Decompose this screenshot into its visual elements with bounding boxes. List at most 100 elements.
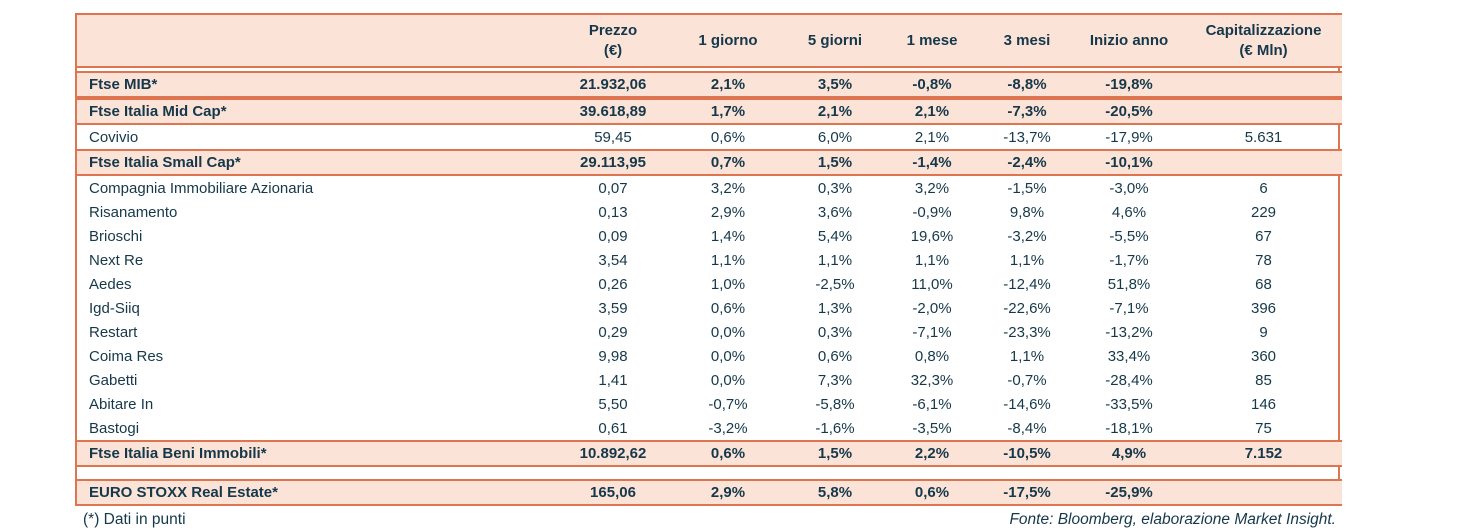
cell-capitalizzazione: 9: [1259, 323, 1268, 341]
cell-inizio-anno: -18,1%: [1105, 419, 1153, 437]
cell-1-giorno: -0,7%: [708, 395, 748, 413]
cell-3-mesi: 1,1%: [1009, 251, 1045, 269]
column-header-prezzo: Prezzo (€): [557, 13, 669, 68]
cell-5-giorni: 2,1%: [787, 98, 883, 125]
cell-inizio-anno: -10,1%: [1073, 149, 1185, 176]
cell-capitalizzazione: 229: [1250, 203, 1277, 221]
cell-capitalizzazione: 6: [1259, 179, 1268, 197]
row-label: Brioschi: [89, 227, 143, 245]
cell-capitalizzazione: 146: [1250, 395, 1277, 413]
cell-capitalizzazione: 75: [1255, 419, 1272, 437]
cell-1-mese: -0,9%: [912, 203, 952, 221]
cell-capitalizzazione: 78: [1255, 251, 1272, 269]
cell-5-giorni: 0,6%: [817, 347, 853, 365]
cell-capitalizzazione: 68: [1255, 275, 1272, 293]
cell-prezzo: 0,09: [598, 227, 628, 245]
cell-3-mesi: 1,1%: [1009, 347, 1045, 365]
cell-1-mese: 32,3%: [910, 371, 954, 389]
cell-capitalizzazione: 360: [1250, 347, 1277, 365]
cell-3-mesi: -17,5%: [981, 479, 1073, 506]
cell-5-giorni: 1,3%: [817, 299, 853, 317]
cell-inizio-anno: -20,5%: [1073, 98, 1185, 125]
table-row: Gabetti 1,41 0,0% 7,3% 32,3% -0,7% -28,4…: [77, 368, 1342, 392]
cell-1-mese: -6,1%: [912, 395, 952, 413]
cell-prezzo: 59,45: [594, 128, 632, 146]
cell-1-giorno: 0,0%: [710, 323, 746, 341]
row-label: Restart: [89, 323, 138, 341]
cell-1-giorno: 1,4%: [710, 227, 746, 245]
row-label: Covivio: [89, 128, 139, 146]
cell-prezzo: 0,61: [598, 419, 628, 437]
cell-1-mese: 3,2%: [914, 179, 950, 197]
cell-prezzo: 29.113,95: [557, 149, 669, 176]
cell-1-giorno: -3,2%: [708, 419, 748, 437]
cell-inizio-anno: -3,0%: [1109, 179, 1149, 197]
cell-1-giorno: 1,7%: [669, 98, 787, 125]
cell-inizio-anno: 51,8%: [1107, 275, 1151, 293]
cell-1-mese: -1,4%: [883, 149, 981, 176]
cell-1-giorno: 0,0%: [710, 371, 746, 389]
cell-5-giorni: 1,5%: [787, 440, 883, 467]
row-label: Bastogi: [89, 419, 140, 437]
cell-1-giorno: 0,0%: [710, 347, 746, 365]
source-attribution: Fonte: Bloomberg, elaborazione Market In…: [1009, 511, 1336, 528]
row-label: EURO STOXX Real Estate*: [77, 479, 557, 506]
cell-prezzo: 5,50: [598, 395, 628, 413]
cell-prezzo: 39.618,89: [557, 98, 669, 125]
cell-prezzo: 0,26: [598, 275, 628, 293]
cell-1-mese: 11,0%: [911, 275, 953, 293]
cell-inizio-anno: -28,4%: [1105, 371, 1153, 389]
cell-prezzo: 3,59: [598, 299, 628, 317]
table-row: Coima Res 9,98 0,0% 0,6% 0,8% 1,1% 33,4%…: [77, 344, 1342, 368]
cell-prezzo: 1,41: [598, 371, 628, 389]
row-label: Ftse Italia Small Cap*: [77, 149, 557, 176]
cell-3-mesi: -8,4%: [1007, 419, 1047, 437]
table-row: Igd-Siiq 3,59 0,6% 1,3% -2,0% -22,6% -7,…: [77, 296, 1342, 320]
cell-1-mese: 0,8%: [914, 347, 950, 365]
column-header-3-mesi: 3 mesi: [981, 13, 1073, 68]
table-footer: (*) Dati in punti Fonte: Bloomberg, elab…: [75, 511, 1340, 529]
cell-inizio-anno: -13,2%: [1105, 323, 1153, 341]
column-header-5-giorni: 5 giorni: [787, 13, 883, 68]
cell-5-giorni: 0,3%: [817, 179, 853, 197]
cell-1-giorno: 2,9%: [669, 479, 787, 506]
cell-1-giorno: 3,2%: [710, 179, 746, 197]
table-row: Compagnia Immobiliare Azionaria 0,07 3,2…: [77, 176, 1342, 200]
table-row: Next Re 3,54 1,1% 1,1% 1,1% 1,1% -1,7% 7…: [77, 248, 1342, 272]
cell-5-giorni: 5,4%: [817, 227, 853, 245]
cell-capitalizzazione: [1185, 149, 1342, 176]
cell-1-mese: 2,1%: [883, 98, 981, 125]
cell-1-mese: 2,2%: [883, 440, 981, 467]
table-row: Abitare In 5,50 -0,7% -5,8% -6,1% -14,6%…: [77, 392, 1342, 416]
cell-capitalizzazione: [1185, 479, 1342, 506]
cell-capitalizzazione: [1185, 71, 1342, 98]
cell-3-mesi: -2,4%: [981, 149, 1073, 176]
table-body: Ftse MIB* 21.932,06 2,1% 3,5% -0,8% -8,8…: [77, 68, 1342, 506]
cell-inizio-anno: 4,9%: [1073, 440, 1185, 467]
row-label: Abitare In: [89, 395, 154, 413]
real-estate-index-table: Prezzo (€) 1 giorno 5 giorni 1 mese 3 me…: [77, 13, 1342, 506]
table-row: Bastogi 0,61 -3,2% -1,6% -3,5% -8,4% -18…: [77, 416, 1342, 440]
cell-3-mesi: -12,4%: [1003, 275, 1051, 293]
cell-capitalizzazione: 67: [1255, 227, 1272, 245]
cell-5-giorni: 1,5%: [787, 149, 883, 176]
cell-inizio-anno: 33,4%: [1107, 347, 1151, 365]
cell-inizio-anno: -1,7%: [1109, 251, 1149, 269]
cell-capitalizzazione: 396: [1250, 299, 1277, 317]
cell-1-giorno: 0,7%: [669, 149, 787, 176]
table-row: Ftse Italia Mid Cap* 39.618,89 1,7% 2,1%…: [77, 98, 1342, 125]
cell-1-mese: 1,1%: [914, 251, 950, 269]
cell-prezzo: 0,29: [598, 323, 628, 341]
row-label: Gabetti: [89, 371, 138, 389]
table-row: Aedes 0,26 1,0% -2,5% 11,0% -12,4% 51,8%…: [77, 272, 1342, 296]
cell-5-giorni: 3,6%: [817, 203, 853, 221]
section-gap: [77, 467, 1342, 479]
cell-5-giorni: 3,5%: [787, 71, 883, 98]
cell-prezzo: 0,07: [598, 179, 628, 197]
cell-inizio-anno: -19,8%: [1073, 71, 1185, 98]
cell-1-mese: -0,8%: [883, 71, 981, 98]
cell-1-giorno: 2,1%: [669, 71, 787, 98]
table-row: EURO STOXX Real Estate* 165,06 2,9% 5,8%…: [77, 479, 1342, 506]
cell-1-mese: 2,1%: [914, 128, 950, 146]
column-header-1-mese: 1 mese: [883, 13, 981, 68]
